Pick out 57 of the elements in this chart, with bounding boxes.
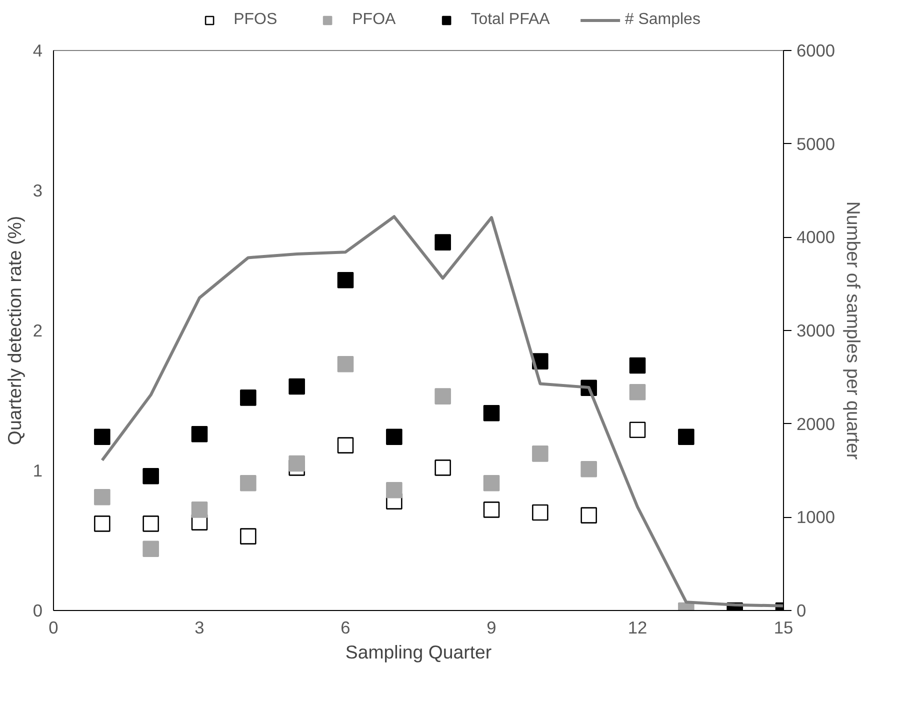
point xyxy=(94,428,110,446)
y-tick-label: 2 xyxy=(32,320,43,340)
point xyxy=(337,356,354,372)
y2-tick-label: 2000 xyxy=(796,414,836,434)
point xyxy=(483,404,500,422)
y-tick-label: 3 xyxy=(32,180,43,200)
point xyxy=(386,482,402,498)
legend-label: Total PFAA xyxy=(470,11,550,29)
legend-label: PFOS xyxy=(234,11,278,29)
y-axis-title: Quarterly detection rate (%) xyxy=(4,216,25,446)
point xyxy=(337,272,354,288)
point xyxy=(142,540,159,558)
point xyxy=(678,428,694,446)
point xyxy=(629,384,646,400)
legend-label: # Samples xyxy=(624,11,700,29)
point xyxy=(386,428,402,446)
y2-axis-title: Number of samples per quarter xyxy=(843,201,864,460)
y-tick-label: 4 xyxy=(32,40,43,60)
x-tick-label: 6 xyxy=(340,618,350,638)
x-tick-label: 3 xyxy=(194,618,204,638)
y2-tick-label: 5000 xyxy=(796,134,836,154)
y2-tick-label: 0 xyxy=(796,600,806,620)
x-tick-label: 12 xyxy=(628,618,648,638)
point xyxy=(483,502,500,518)
point xyxy=(94,516,110,532)
y2-tick-label: 6000 xyxy=(796,40,836,60)
point xyxy=(94,488,110,506)
x-axis-title: Sampling Quarter xyxy=(345,642,492,662)
point xyxy=(142,468,159,484)
x-tick-label: 15 xyxy=(774,618,794,638)
point xyxy=(532,446,548,462)
point xyxy=(629,422,646,438)
y2-tick-label: 3000 xyxy=(796,320,836,340)
point xyxy=(240,528,256,544)
point xyxy=(483,474,500,492)
point xyxy=(532,504,548,521)
point xyxy=(580,507,597,524)
x-tick-label: 9 xyxy=(486,618,496,638)
point xyxy=(240,390,256,406)
point xyxy=(191,502,208,518)
point xyxy=(434,234,451,250)
y-tick-label: 0 xyxy=(32,600,43,620)
point xyxy=(434,460,451,476)
point xyxy=(629,357,646,374)
x-tick-label: 0 xyxy=(48,618,58,638)
y-tick-label: 1 xyxy=(32,460,43,480)
point xyxy=(191,426,208,442)
point xyxy=(288,455,305,472)
point xyxy=(434,388,451,404)
point xyxy=(142,516,159,532)
point xyxy=(580,460,597,478)
point xyxy=(240,474,256,492)
point xyxy=(337,437,354,454)
y2-tick-label: 4000 xyxy=(796,227,836,248)
point xyxy=(288,378,305,395)
legend-label: PFOA xyxy=(352,11,396,29)
y2-tick-label: 1000 xyxy=(796,507,836,528)
